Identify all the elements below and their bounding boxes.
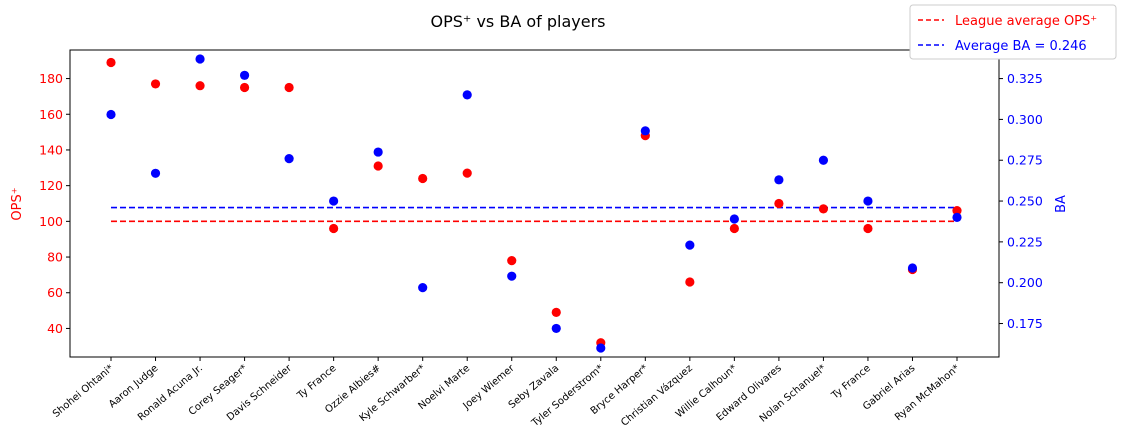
ba-point xyxy=(685,240,695,250)
left-axis-tick-label: 80 xyxy=(47,250,63,265)
left-axis-tick-label: 60 xyxy=(47,285,63,300)
left-axis-tick-label: 100 xyxy=(39,214,63,229)
ba-point xyxy=(418,282,428,293)
ops-point xyxy=(150,79,161,89)
x-axis-category-label: Ty France xyxy=(295,363,339,402)
ba-point xyxy=(774,175,784,185)
ba-point xyxy=(729,214,739,224)
plot-frame xyxy=(69,49,1000,358)
legend: League average OPS⁺ Average BA = 0.246 xyxy=(909,4,1117,60)
ops-point xyxy=(239,82,250,93)
ba-point xyxy=(551,323,561,334)
ba-point xyxy=(106,109,116,120)
chart-title: OPS⁺ vs BA of players xyxy=(431,12,606,31)
x-axis-category-label: Shohei Ohtani* xyxy=(51,363,116,420)
ba-point xyxy=(150,168,161,178)
ops-point xyxy=(329,223,339,234)
ops-point xyxy=(774,198,784,209)
left-axis-tick-label: 180 xyxy=(39,71,63,86)
ba-point xyxy=(507,271,517,281)
ba-point xyxy=(373,147,383,157)
ops-point xyxy=(818,204,829,214)
ops-point xyxy=(551,307,561,317)
ops-point xyxy=(685,277,695,287)
ba-point xyxy=(195,54,205,64)
right-axis-tick-label: 0.225 xyxy=(1007,234,1043,249)
left-axis-tick-label: 120 xyxy=(39,178,63,193)
ops-point xyxy=(729,223,739,234)
ba-point xyxy=(863,196,873,206)
ba-point xyxy=(640,126,650,136)
right-axis-tick-label: 0.250 xyxy=(1007,194,1043,209)
ops-point xyxy=(952,206,962,216)
right-axis-tick-label: 0.300 xyxy=(1007,112,1043,127)
ba-point xyxy=(239,70,250,80)
right-axis-tick-label: 0.200 xyxy=(1007,275,1043,290)
x-axis-category-label: Christian Vázquez xyxy=(619,362,695,429)
right-axis-tick-label: 0.275 xyxy=(1007,153,1043,168)
ops-point xyxy=(284,82,294,93)
x-axis-category-label: Ty France xyxy=(829,363,873,402)
ops-point xyxy=(462,168,472,178)
legend-ba-label: Average BA = 0.246 xyxy=(955,39,1087,54)
legend-ops-label: League average OPS⁺ xyxy=(955,14,1097,29)
right-axis-title: BA xyxy=(1054,195,1069,213)
left-axis-tick-label: 40 xyxy=(47,321,63,336)
ba-point xyxy=(907,263,918,273)
left-axis-tick-label: 140 xyxy=(39,142,63,157)
ba-point xyxy=(818,155,829,165)
right-axis-tick-label: 0.175 xyxy=(1007,316,1043,331)
ops-point xyxy=(106,57,116,68)
ops-point xyxy=(418,173,428,184)
left-axis-tick-label: 160 xyxy=(39,107,63,122)
ops-point xyxy=(195,81,205,91)
ba-point xyxy=(462,90,472,100)
ops-point xyxy=(373,161,383,171)
ops-point xyxy=(507,256,517,266)
right-axis-tick-label: 0.325 xyxy=(1007,71,1043,86)
ba-point xyxy=(284,153,294,164)
left-axis-title: OPS⁺ xyxy=(10,187,25,220)
ba-point xyxy=(329,196,339,206)
legend-box xyxy=(909,4,1117,60)
ba-point xyxy=(596,343,606,353)
ops-point xyxy=(863,223,873,234)
ba-point xyxy=(952,212,962,222)
